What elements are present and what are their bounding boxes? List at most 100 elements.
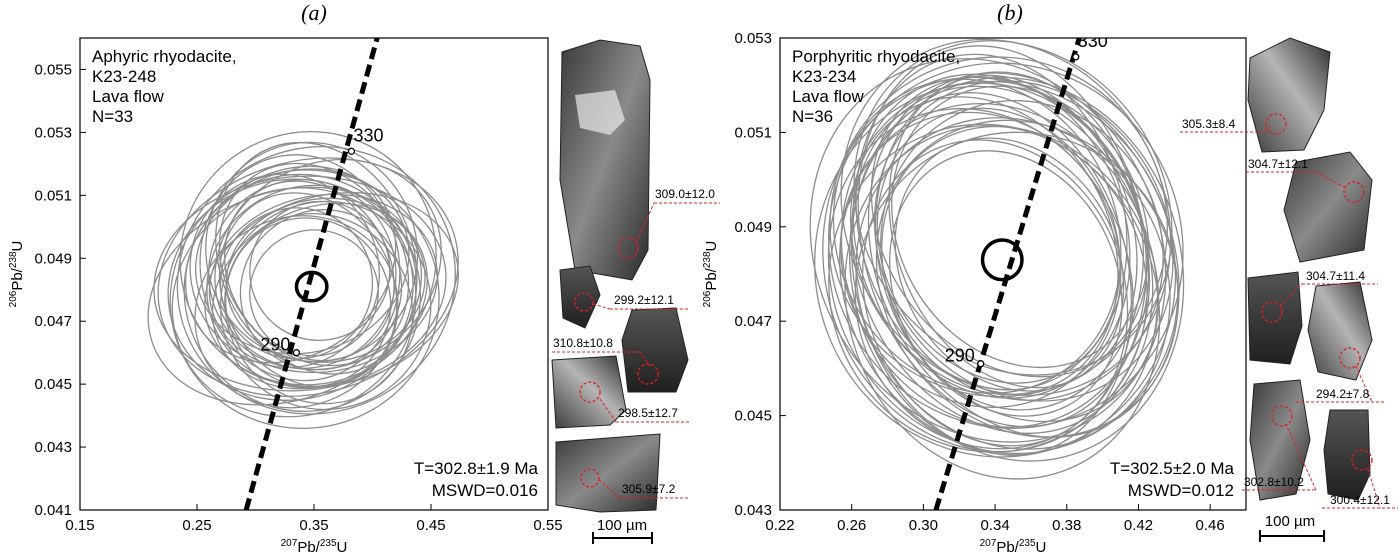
panel-a: (a) 290 330 0.15 0.25 0.35 0.45 0.55 0.041 0.04… <box>8 0 720 556</box>
zircon-grain-b-6 <box>1323 409 1371 501</box>
y-tick-label-a: 0.041 <box>34 502 72 519</box>
zircon-grain-b-1 <box>1247 37 1331 153</box>
grain-age-a-1: 309.0±12.0 <box>655 187 715 201</box>
y-tick-label-a: 0.045 <box>34 376 72 393</box>
x-axis-label-b: 207Pb/235U <box>980 538 1047 556</box>
analysis-ellipse-a-19 <box>189 173 381 369</box>
spot-b-3 <box>1261 301 1283 323</box>
spot-b-2 <box>1343 181 1365 203</box>
y-axis-label-b: 206Pb/238U <box>702 241 720 308</box>
grain-age-b-5: 302.8±10.2 <box>1244 475 1304 489</box>
y-tick-label-a: 0.043 <box>34 439 72 456</box>
x-label-b-tail: U <box>1036 539 1047 556</box>
spot-b-1 <box>1265 113 1287 135</box>
grain-highlight-a-1 <box>575 90 625 135</box>
y-label-a-sup2: 238 <box>8 251 19 268</box>
spot-b-6 <box>1351 449 1373 471</box>
grain-age-b-2: 304.7±12.1 <box>1248 157 1308 171</box>
zircon-grain-a-3 <box>621 307 689 393</box>
scale-bar-label-a: 100 µm <box>597 517 647 534</box>
x-label-b-sup2: 235 <box>1019 538 1036 549</box>
grain-age-a-5: 305.9±7.2 <box>622 482 676 496</box>
grain-age-b-3: 304.7±11.4 <box>1306 269 1365 283</box>
plot-frame-b <box>779 37 1247 511</box>
spot-a-4 <box>579 381 601 403</box>
analysis-ellipse-b-30 <box>840 82 1150 428</box>
x-tick-label-a: 0.55 <box>533 517 562 534</box>
grain-age-b-6: 300.4±12.1 <box>1330 493 1390 507</box>
y-label-a-tail: U <box>9 241 26 252</box>
concordia-marker-330-b <box>1072 53 1080 61</box>
x-label-a-sup2: 235 <box>320 538 337 549</box>
scale-bar-a <box>592 532 653 544</box>
analysis-ellipse-a-29 <box>171 187 417 418</box>
x-tick-label-a: 0.35 <box>299 517 328 534</box>
y-label-b-sup2: 238 <box>702 251 713 268</box>
zircon-cl-images-a <box>551 39 689 513</box>
info-line-a-3: Lava flow <box>92 87 165 106</box>
concordia-marker-330-a <box>347 147 356 155</box>
spot-a-1 <box>617 237 639 259</box>
x-tick-label-b: 0.38 <box>1052 517 1081 534</box>
y-label-b-tail: U <box>703 241 720 252</box>
y-tick-label-b: 0.053 <box>734 30 772 47</box>
zircon-grain-a-1 <box>559 39 651 281</box>
info-line-a-4: N=33 <box>92 107 133 126</box>
analysis-ellipse-b-19 <box>889 150 1123 417</box>
concordia-marker-290-b <box>977 360 985 368</box>
grain-age-b-4: 294.2±7.8 <box>1316 387 1370 401</box>
concordia-marker-label-330-a: 330 <box>353 125 383 145</box>
concordia-a: 290 330 <box>243 38 383 510</box>
analysis-ellipse-a-30 <box>208 193 438 374</box>
analysis-ellipse-a-18 <box>157 157 459 397</box>
concordia-age-ellipse-a <box>294 270 329 303</box>
analysis-ellipse-b-31 <box>827 62 1184 429</box>
result-line-a-2: MSWD=0.016 <box>432 481 538 500</box>
analysis-ellipse-b-27 <box>828 123 1148 453</box>
axis-ticks-a: 0.15 0.25 0.35 0.45 0.55 0.041 0.043 0.045 0.047… <box>34 61 562 534</box>
analysis-ellipse-a-33 <box>224 212 414 405</box>
spot-b-5 <box>1271 405 1293 427</box>
spot-b-4 <box>1339 347 1361 369</box>
x-tick-label-b: 0.46 <box>1196 517 1225 534</box>
age-callouts-a <box>552 202 720 499</box>
zircon-grain-a-2 <box>559 265 601 329</box>
x-tick-label-a: 0.25 <box>182 517 211 534</box>
age-callouts-b <box>1180 125 1398 509</box>
x-tick-label-a: 0.15 <box>65 517 94 534</box>
x-tick-label-b: 0.34 <box>980 517 1009 534</box>
zircon-grain-b-2 <box>1283 151 1373 263</box>
concordia-marker-label-290-b: 290 <box>945 346 975 366</box>
scale-bar-b <box>1259 530 1325 542</box>
concordia-marker-290-a <box>292 349 301 357</box>
grain-age-a-2: 299.2±12.1 <box>614 293 674 307</box>
analysis-ellipse-a-27 <box>223 180 395 362</box>
analysis-ellipse-a-5 <box>179 131 437 386</box>
result-line-b-2: MSWD=0.012 <box>1128 481 1234 500</box>
analysis-ellipse-a-28 <box>215 141 418 375</box>
concordia-b: 290 330 <box>933 38 1108 510</box>
y-tick-label-b: 0.043 <box>734 502 772 519</box>
info-line-b-2: K23-234 <box>792 67 856 86</box>
zircon-grain-a-5 <box>555 433 661 513</box>
grain-age-a-3: 310.8±10.8 <box>553 336 613 350</box>
zircon-grain-b-5 <box>1249 379 1311 501</box>
result-line-b-1: T=302.5±2.0 Ma <box>1110 459 1235 478</box>
analysis-ellipse-a-20 <box>239 209 403 371</box>
x-tick-label-b: 0.22 <box>765 517 794 534</box>
x-label-a-tail: U <box>337 539 348 556</box>
grain-age-b-1: 305.3±8.4 <box>1182 117 1236 131</box>
concordia-marker-label-290-a: 290 <box>260 335 290 355</box>
grain-age-a-4: 298.5±12.7 <box>618 406 678 420</box>
info-line-a-1: Aphyric rhyodacite, <box>92 47 237 66</box>
x-axis-label-a: 207Pb/235U <box>281 538 348 556</box>
y-tick-label-b: 0.051 <box>734 124 772 141</box>
analysis-ellipse-b-12 <box>809 58 1167 443</box>
y-tick-label-b: 0.045 <box>734 408 772 425</box>
panel-label-a: (a) <box>301 0 327 25</box>
analysis-ellipses-b <box>809 38 1185 480</box>
info-line-a-2: K23-248 <box>92 67 156 86</box>
analysis-ellipse-b-32 <box>840 111 1122 408</box>
y-tick-label-b: 0.047 <box>734 313 772 330</box>
